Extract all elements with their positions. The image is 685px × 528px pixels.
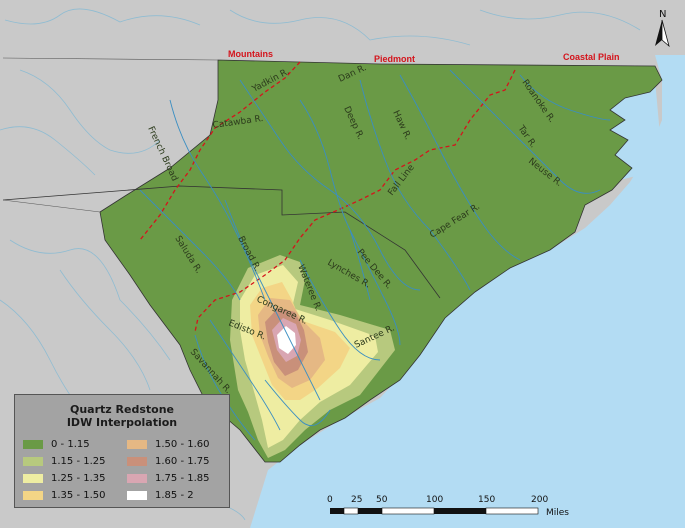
legend: Quartz Redstone IDW Interpolation 0 - 1.… bbox=[14, 394, 230, 508]
legend-item: 1.25 - 1.35 bbox=[23, 472, 106, 484]
legend-swatch bbox=[23, 490, 43, 500]
legend-swatch bbox=[23, 439, 43, 449]
scale-tick-0: 0 bbox=[327, 495, 333, 505]
ocean bbox=[250, 55, 685, 528]
north-arrow-label: N bbox=[659, 9, 666, 20]
legend-item: 0 - 1.15 bbox=[23, 438, 90, 450]
scale-tick-25: 25 bbox=[351, 495, 362, 505]
internal-rivers bbox=[139, 69, 611, 441]
legend-title: Quartz Redstone IDW Interpolation bbox=[15, 403, 229, 429]
region-mountains: Mountains bbox=[228, 49, 273, 59]
legend-swatch bbox=[23, 456, 43, 466]
legend-item: 1.50 - 1.60 bbox=[127, 438, 210, 450]
legend-item: 1.15 - 1.25 bbox=[23, 455, 106, 467]
region-coastal-plain: Coastal Plain bbox=[563, 52, 620, 62]
legend-title-line1: Quartz Redstone bbox=[70, 403, 174, 416]
scale-tick-150: 150 bbox=[478, 495, 495, 505]
external-rivers bbox=[0, 8, 641, 521]
scale-bar: 0 25 50 100 150 200 Miles bbox=[327, 495, 569, 518]
region-piedmont: Piedmont bbox=[374, 54, 415, 64]
scale-unit: Miles bbox=[546, 508, 569, 518]
outer-boundary bbox=[2, 57, 219, 213]
scale-tick-200: 200 bbox=[531, 495, 548, 505]
mountains-line bbox=[139, 61, 301, 241]
fall-line bbox=[194, 69, 516, 333]
legend-item: 1.35 - 1.50 bbox=[23, 489, 106, 501]
legend-swatch bbox=[23, 473, 43, 483]
legend-swatch bbox=[127, 439, 147, 449]
state-border bbox=[2, 185, 441, 299]
legend-item: 1.75 - 1.85 bbox=[127, 472, 210, 484]
legend-item: 1.60 - 1.75 bbox=[127, 455, 210, 467]
legend-swatch bbox=[127, 473, 147, 483]
north-arrow-icon: N bbox=[655, 9, 670, 48]
scale-tick-50: 50 bbox=[376, 495, 388, 505]
legend-swatch bbox=[127, 456, 147, 466]
legend-item: 1.85 - 2 bbox=[127, 489, 194, 501]
legend-title-line2: IDW Interpolation bbox=[66, 416, 178, 429]
legend-swatch bbox=[127, 490, 147, 500]
scale-tick-100: 100 bbox=[426, 495, 443, 505]
